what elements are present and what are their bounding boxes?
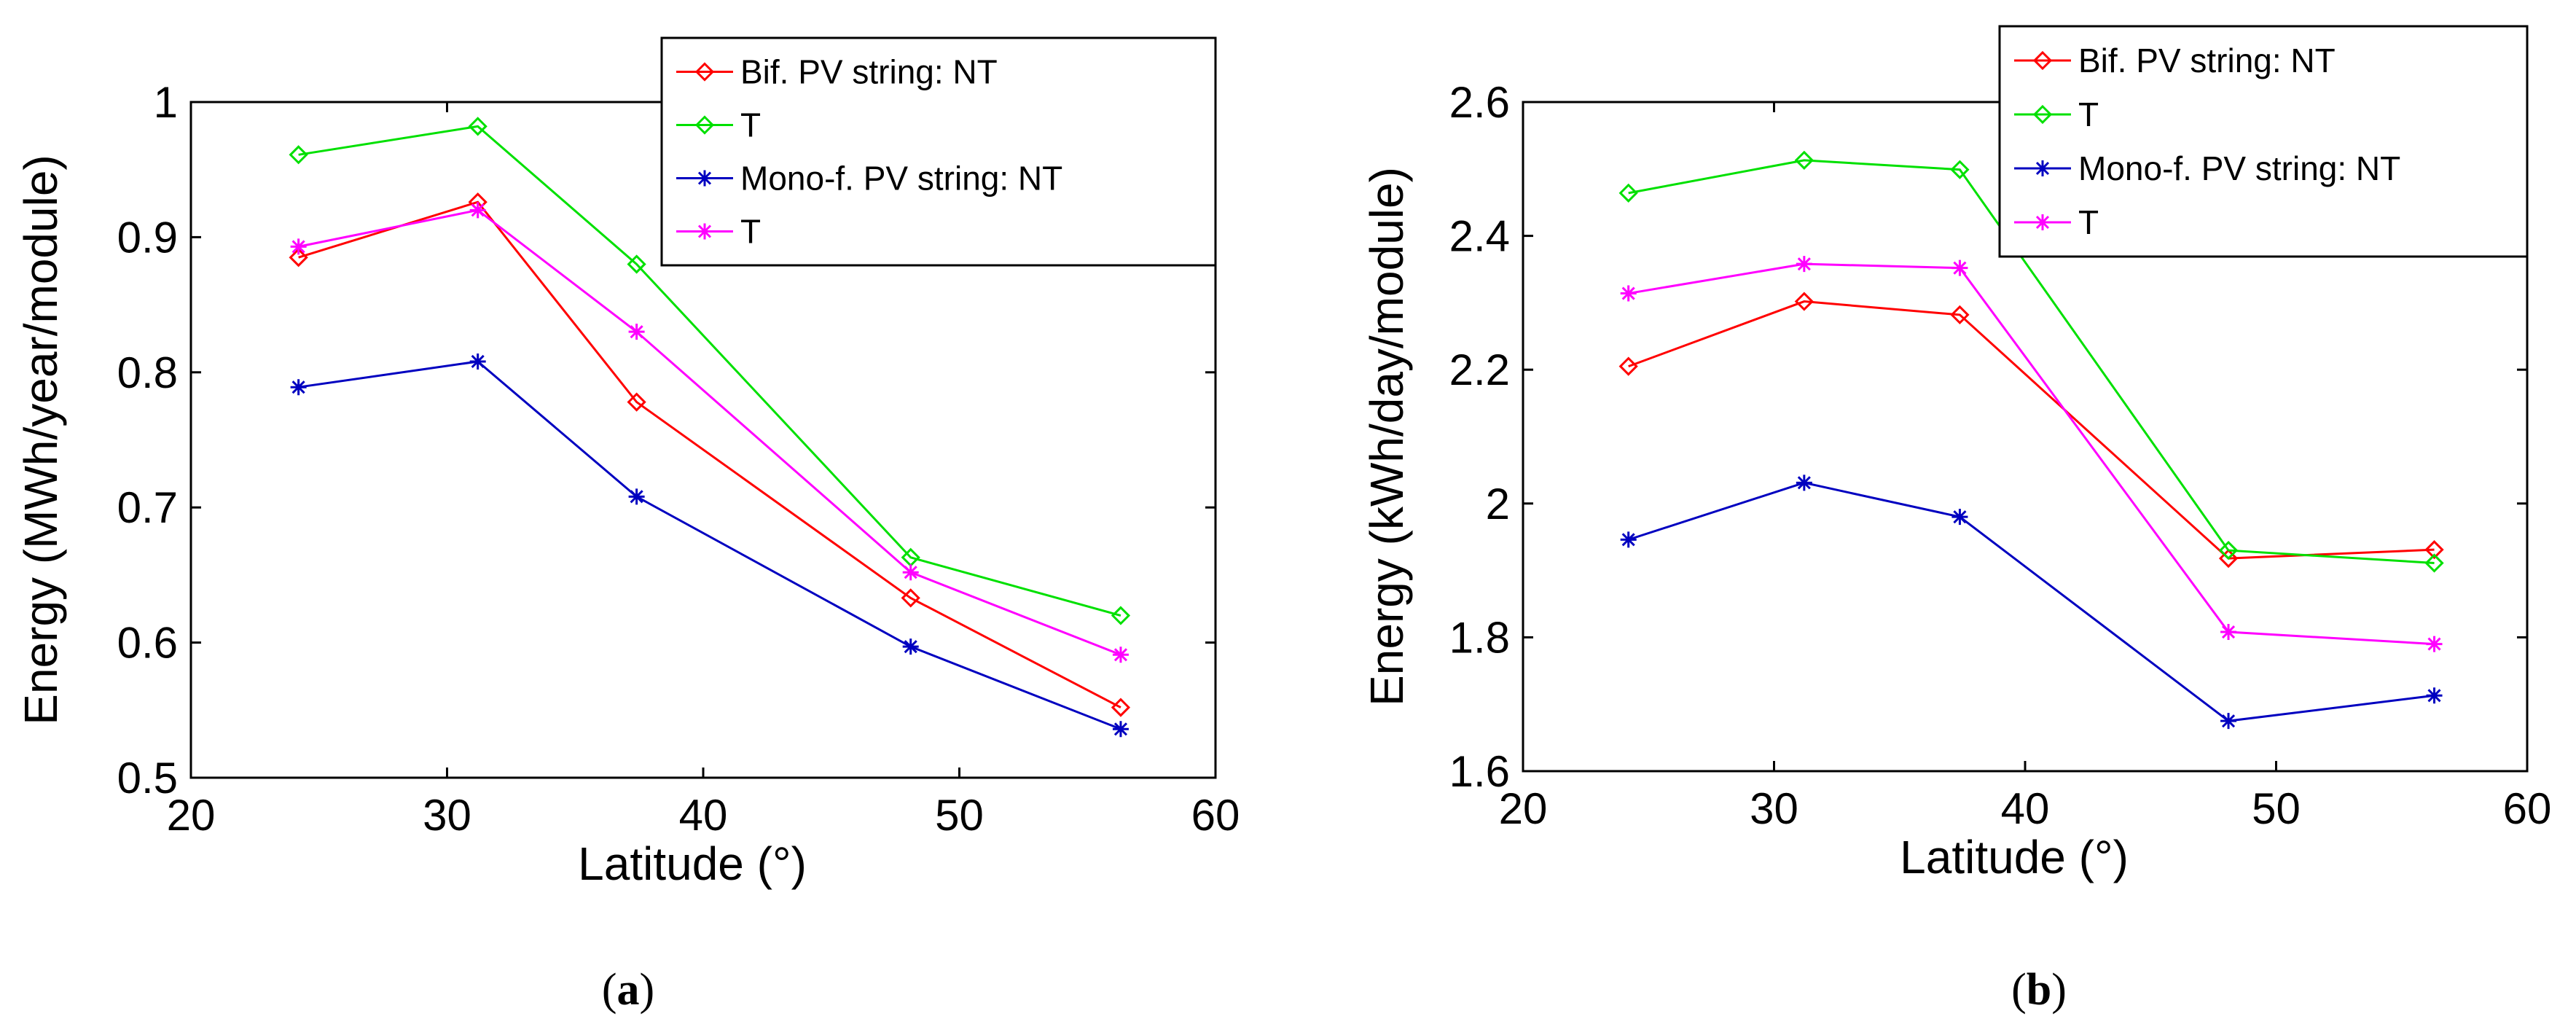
y-tick-label: 2 — [1486, 480, 1510, 528]
data-point-series-3 — [469, 353, 486, 370]
legend-label-4: T — [740, 213, 761, 251]
data-point-series-2 — [289, 145, 308, 165]
legend: Bif. PV string: NT T Mono-f. PV string: NT… — [1998, 25, 2529, 258]
x-tick-label: 50 — [2252, 784, 2301, 833]
x-axis-label: Latitude (°) — [1900, 831, 2129, 883]
data-point-series-4 — [1796, 256, 1812, 273]
panel-caption-a: (a) — [602, 965, 654, 1015]
legend-label-4: T — [2078, 203, 2099, 241]
data-point-series-4 — [1112, 647, 1129, 663]
caption-letter: a — [617, 965, 640, 1015]
data-point-series-1 — [1618, 356, 1638, 376]
data-point-series-4 — [469, 202, 486, 219]
legend: Bif. PV string: NT T Mono-f. PV string: NT… — [660, 36, 1217, 267]
y-axis-label: Energy (MWh/year/module) — [15, 155, 67, 724]
data-point-series-3 — [1112, 721, 1129, 738]
data-point-series-1 — [289, 248, 308, 267]
y-tick-label: 1.6 — [1449, 747, 1510, 796]
y-tick-label: 0.6 — [117, 619, 178, 668]
legend-label-1: Bif. PV string: NT — [2078, 42, 2336, 79]
data-point-series-3 — [902, 638, 919, 655]
caption-open: ( — [2011, 965, 2027, 1015]
legend-marker-2 — [694, 115, 715, 135]
data-point-series-1 — [2424, 540, 2444, 560]
y-tick-label: 2.4 — [1449, 212, 1510, 261]
data-point-series-4 — [290, 238, 307, 255]
data-point-series-4 — [2426, 636, 2443, 652]
caption-close: ) — [2051, 965, 2067, 1015]
data-point-series-4 — [902, 564, 919, 581]
data-point-series-2 — [2424, 553, 2444, 573]
y-tick-label: 0.5 — [117, 754, 178, 802]
data-point-series-3 — [2426, 687, 2443, 704]
data-point-series-4 — [628, 324, 645, 340]
caption-letter: b — [2027, 965, 2051, 1015]
data-point-series-3 — [2220, 713, 2237, 730]
data-point-series-4 — [2220, 624, 2237, 641]
data-point-series-4 — [1951, 259, 1968, 276]
legend-marker-4 — [2035, 214, 2051, 230]
x-tick-label: 30 — [1750, 784, 1798, 833]
data-point-series-1 — [901, 588, 920, 608]
legend-label-2: T — [2078, 95, 2099, 133]
x-tick-label: 40 — [679, 791, 728, 840]
data-point-series-2 — [1950, 160, 1970, 179]
data-point-series-2 — [627, 254, 646, 274]
series-line-2 — [298, 125, 1121, 617]
caption-close: ) — [640, 965, 655, 1015]
series-line-2 — [1628, 159, 2435, 564]
x-tick-label: 30 — [423, 791, 471, 840]
data-point-series-4 — [1620, 285, 1637, 302]
y-axis-label: Energy (kWh/day/module) — [1361, 167, 1413, 706]
legend-label-3: Mono-f. PV string: NT — [740, 160, 1062, 198]
x-tick-label: 60 — [2503, 784, 2552, 833]
data-point-series-1 — [1111, 698, 1131, 717]
y-tick-label: 1 — [154, 78, 178, 127]
data-point-series-3 — [1796, 474, 1812, 491]
data-point-series-1 — [1794, 292, 1814, 311]
legend-label-3: Mono-f. PV string: NT — [2078, 149, 2400, 187]
legend-marker-4 — [697, 223, 713, 240]
data-point-series-1 — [627, 392, 646, 412]
data-point-series-2 — [468, 117, 488, 136]
legend-marker-2 — [2032, 104, 2053, 125]
y-tick-label: 1.8 — [1449, 613, 1510, 662]
x-tick-label: 20 — [167, 791, 216, 840]
legend-label-1: Bif. PV string: NT — [740, 53, 998, 91]
legend-marker-1 — [2032, 50, 2053, 71]
y-tick-label: 0.8 — [117, 348, 178, 397]
legend-marker-1 — [694, 62, 715, 82]
legend-marker-3 — [2035, 160, 2051, 176]
x-axis-label: Latitude (°) — [578, 837, 807, 890]
x-tick-label: 40 — [2001, 784, 2050, 833]
series-line-1 — [298, 200, 1121, 708]
data-point-series-2 — [2218, 540, 2239, 561]
y-tick-label: 2.2 — [1449, 345, 1510, 394]
data-point-series-3 — [1951, 509, 1968, 526]
x-tick-label: 50 — [935, 791, 984, 840]
data-point-series-3 — [1620, 531, 1637, 548]
chart-panel-b: 20 30 40 50 60 1.6 1.8 2 2.2 2.4 2.6 Latitude (°) En… — [1361, 25, 2552, 1015]
chart-panel-a: 20 30 40 50 60 0.5 0.6 0.7 0.8 0.9 1 Latitude (°) En… — [15, 36, 1240, 1015]
data-point-series-1 — [1950, 305, 1970, 325]
legend-label-2: T — [740, 106, 761, 144]
y-tick-label: 0.7 — [117, 483, 178, 532]
x-tick-label: 20 — [1499, 784, 1548, 833]
data-point-series-1 — [2218, 548, 2239, 569]
caption-open: ( — [602, 965, 617, 1015]
data-point-series-3 — [628, 488, 645, 505]
legend-box — [1998, 25, 2529, 258]
x-tick-label: 60 — [1191, 791, 1240, 840]
data-point-series-2 — [1794, 150, 1814, 170]
data-point-series-2 — [1618, 183, 1638, 203]
panel-caption-b: (b) — [2011, 965, 2067, 1015]
data-point-series-3 — [290, 379, 307, 396]
legend-marker-3 — [697, 170, 713, 187]
legend-box — [660, 36, 1217, 267]
y-tick-label: 2.6 — [1449, 78, 1510, 127]
y-tick-label: 0.9 — [117, 213, 178, 262]
data-point-series-2 — [1111, 606, 1131, 625]
